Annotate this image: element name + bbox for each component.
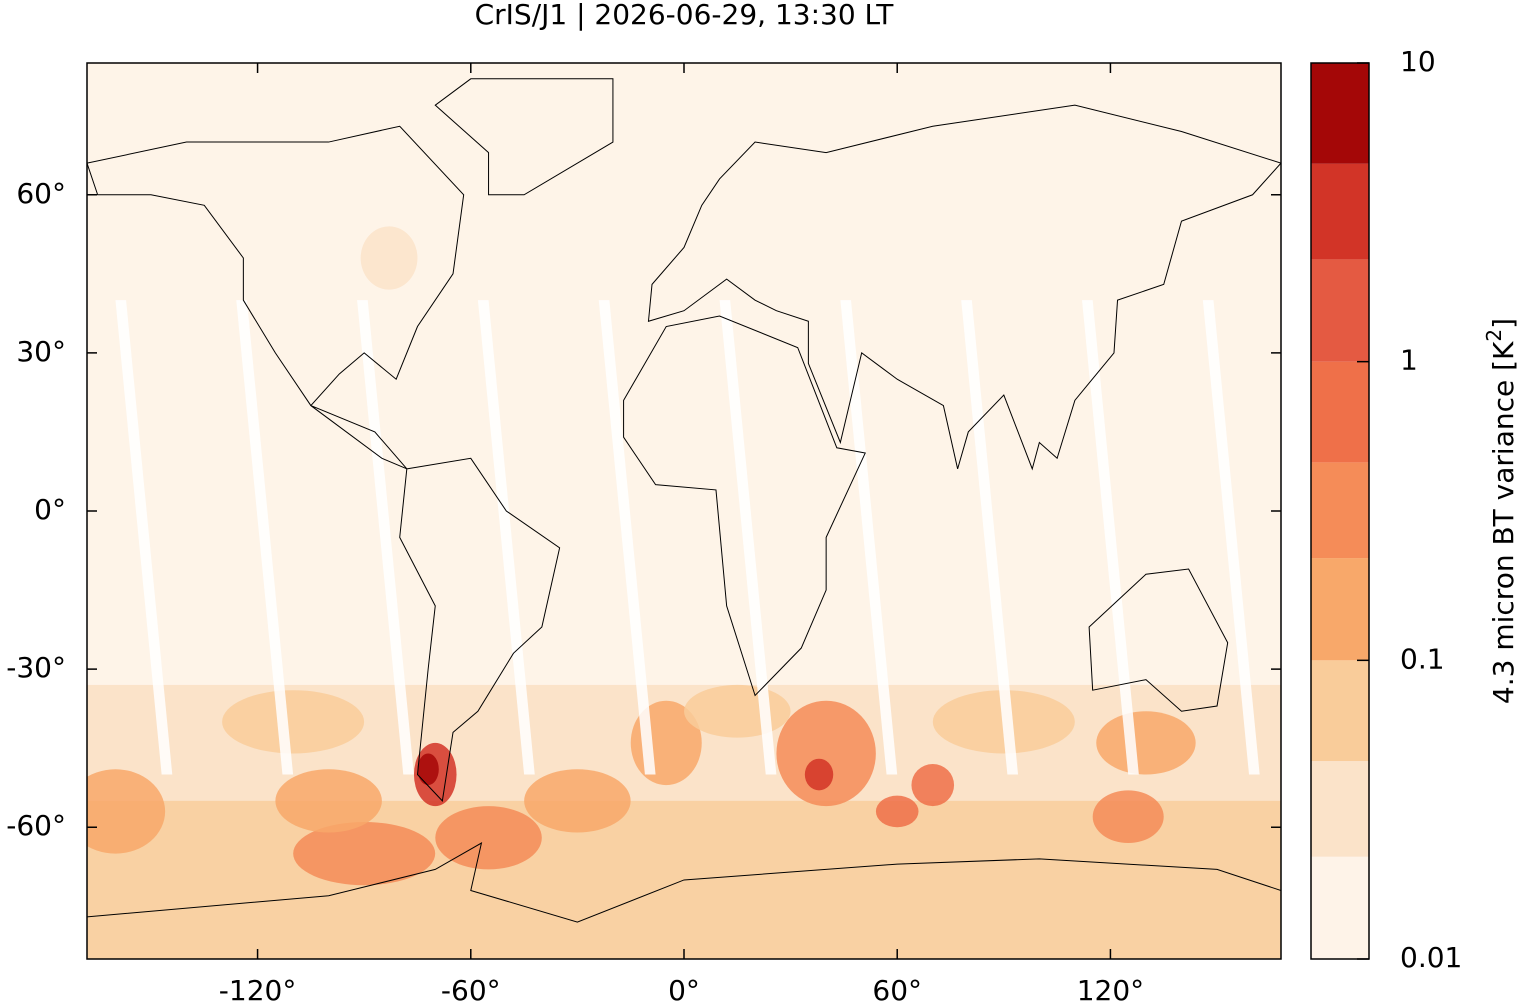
variance-blob [222,690,365,754]
colorbar-label: 4.3 micron BT variance [K2] [1482,318,1519,704]
colorbar-level [1311,462,1369,559]
x-tick-label: 120° [1077,974,1144,1002]
colorbar-level [1311,558,1369,661]
colorbar-level [1311,361,1369,463]
swath-gap [1082,300,1139,775]
swath-gap [477,300,535,775]
coastline [647,104,1281,471]
colorbar-frame [1310,62,1370,960]
x-tick-label: -120° [219,974,297,1002]
y-tick-label: 60° [16,177,66,210]
y-tick-label: -60° [6,809,66,842]
x-tick-label: 0° [668,974,700,1002]
variance-blob [275,769,382,833]
variance-blob [911,763,955,807]
swath-gap [840,300,898,775]
colorbar-level [1311,761,1369,857]
y-tick-label: 30° [16,335,66,368]
coastline [1088,568,1229,712]
variance-blob [776,700,876,807]
variance-blob [524,769,631,833]
colorbar-level [1311,63,1369,164]
label-text: 4.3 micron BT variance [K [1487,341,1519,704]
variance-blob [1096,711,1196,775]
swath-gap [236,300,294,775]
colorbar-tick-label: 0.01 [1400,941,1462,974]
variance-blob [875,795,919,828]
y-tick-label: -30° [6,651,66,684]
colorbar-tick-label: 1 [1400,344,1418,377]
variance-blob [360,226,418,290]
swath-gap [961,300,1019,775]
variance-blob [1092,790,1164,844]
variance-blob [684,684,791,738]
label-superscript: 2 [1482,329,1506,342]
colorbar-level [1311,660,1369,762]
coastline [87,125,465,470]
colorbar-level [1311,259,1369,362]
colorbar-tick-label: 10 [1400,45,1436,78]
swath-gap [719,300,777,775]
variance-blob [804,758,834,791]
coastline [623,315,866,697]
colorbar-level [1311,163,1369,260]
variance-blob [417,753,439,786]
variance-blob [87,769,166,854]
colorbar-level [1311,856,1369,959]
coastline [87,842,1281,959]
label-suffix: ] [1487,318,1519,329]
swath-gap [1202,300,1260,775]
map-area [87,63,1281,959]
map-title: CrIS/J1 | 2026-06-29, 13:30 LT [475,0,895,31]
coastline [434,78,614,196]
x-tick-label: -60° [441,974,501,1002]
swath-gap [598,300,656,775]
y-tick-label: 0° [34,493,66,526]
colorbar-tick-label: 0.1 [1400,642,1445,675]
colorbar: 0.01 0.1 1 10 [1310,45,1462,974]
coastline [399,457,561,802]
swath-gap [357,300,414,775]
swath-gap [115,300,173,775]
variance-blob [293,821,436,886]
x-tick-label: 60° [872,974,922,1002]
variance-blob [435,806,542,870]
